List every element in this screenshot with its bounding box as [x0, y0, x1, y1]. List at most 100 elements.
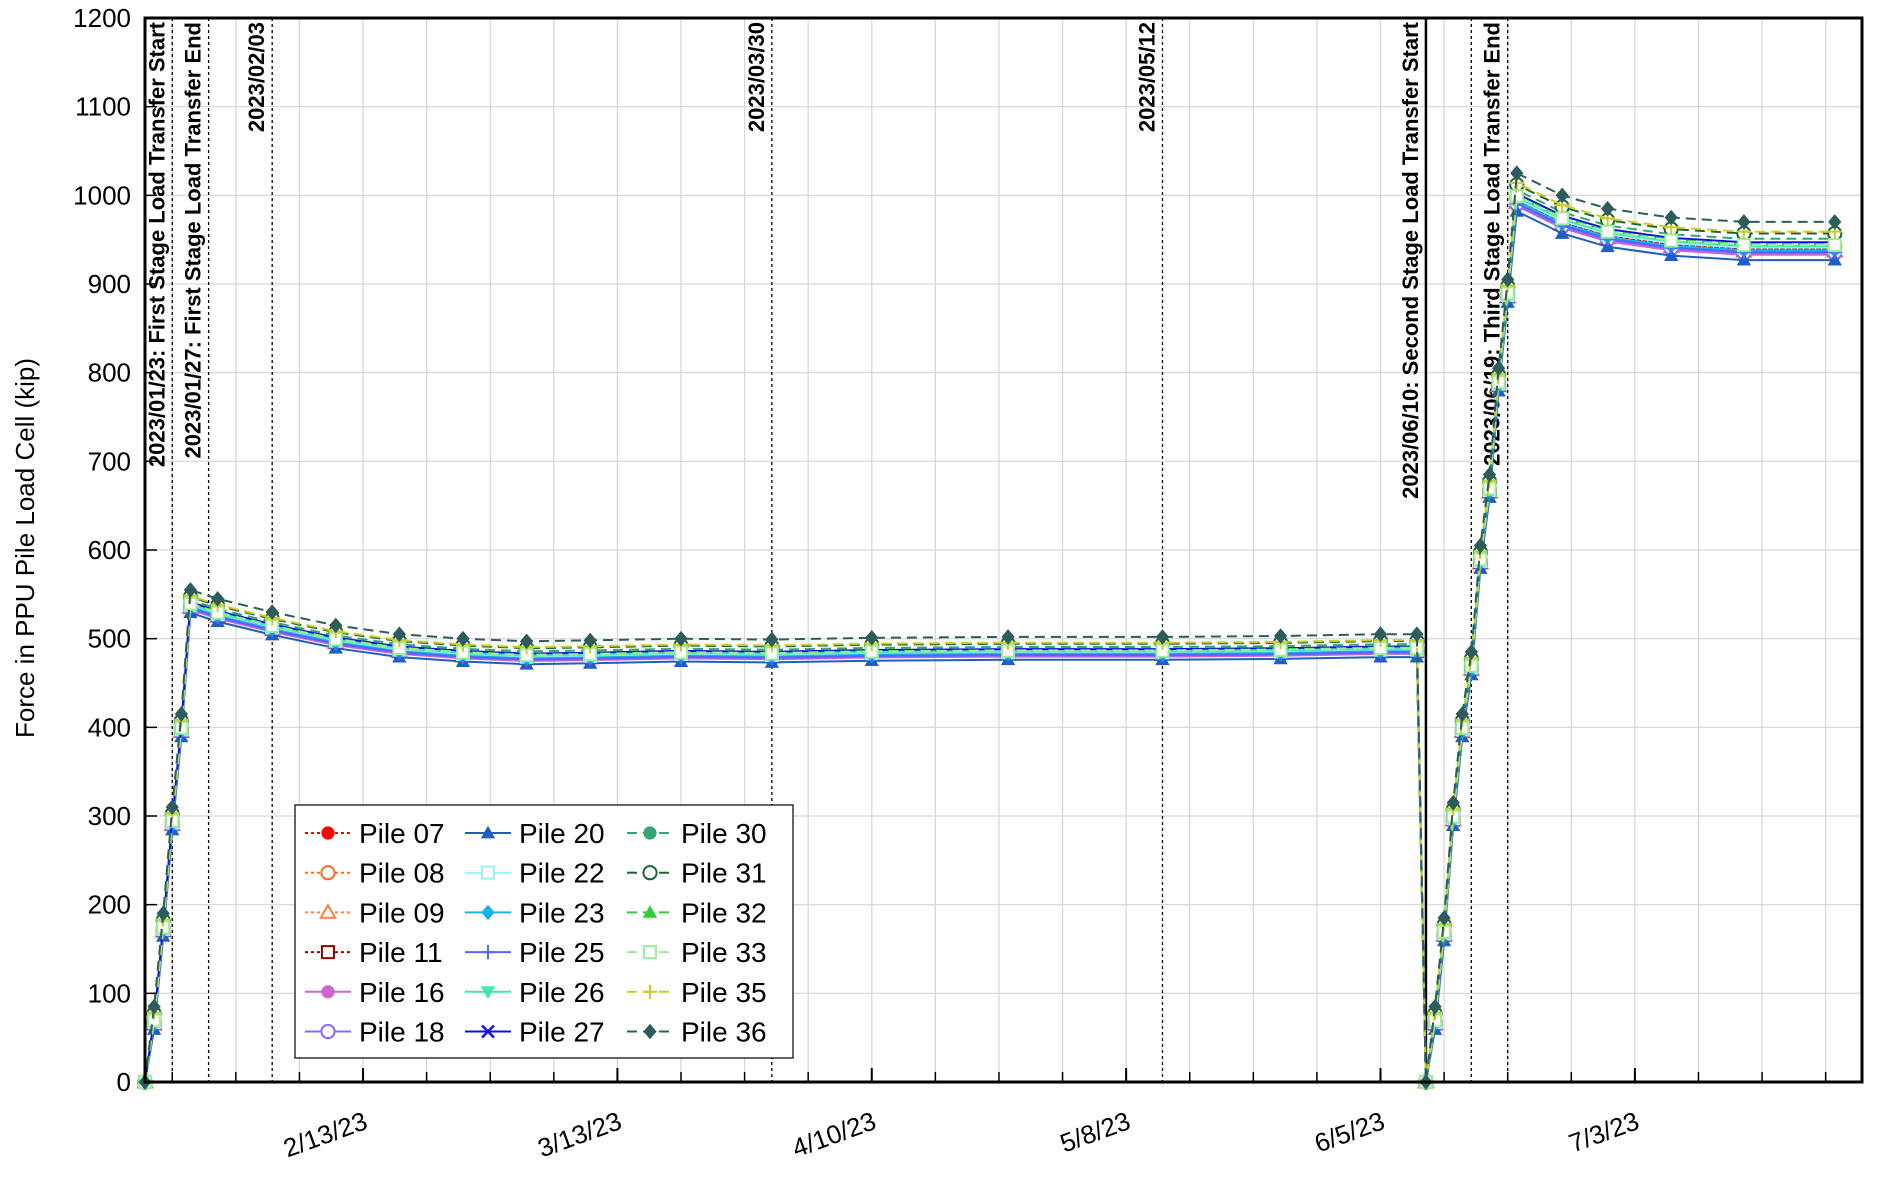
- data-point: [865, 629, 879, 646]
- legend-item: Pile 31: [627, 858, 767, 889]
- legend-label: Pile 25: [519, 937, 605, 968]
- legend-swatch-marker: [643, 1023, 657, 1040]
- legend-item: Pile 20: [465, 818, 605, 849]
- y-axis-title: Force in PPU Pile Load Cell (kip): [10, 358, 40, 738]
- legend-box: [294, 804, 794, 1059]
- legend-label: Pile 27: [519, 1017, 605, 1048]
- y-tick-label: 500: [88, 624, 131, 654]
- legend-label: Pile 18: [359, 1017, 445, 1048]
- data-point: [156, 905, 170, 922]
- event-label: 2023/03/30: [744, 22, 769, 132]
- data-point: [1737, 214, 1751, 230]
- data-point: [1482, 466, 1497, 483]
- data-point: [1736, 237, 1751, 252]
- event-label: 2023/02/03: [244, 22, 269, 132]
- legend-label: Pile 33: [681, 937, 767, 968]
- data-point: [1473, 537, 1488, 554]
- legend-item: Pile 16: [305, 977, 445, 1008]
- legend-label: Pile 31: [681, 858, 767, 889]
- y-tick-label: 1000: [73, 180, 131, 210]
- legend-item: Pile 25: [465, 937, 605, 968]
- data-point: [456, 630, 470, 647]
- data-point: [1555, 211, 1570, 226]
- legend-item: Pile 22: [465, 858, 605, 889]
- legend-swatch-marker: [321, 985, 335, 999]
- legend-item: Pile 23: [465, 897, 605, 928]
- x-tick-label: 2/13/23: [279, 1105, 371, 1163]
- legend-swatch-marker: [481, 904, 495, 921]
- legend-item: Pile 07: [305, 818, 445, 849]
- legend-label: Pile 32: [681, 897, 767, 928]
- legend-label: Pile 20: [519, 818, 605, 849]
- data-point: [1455, 706, 1469, 722]
- data-point: [147, 998, 161, 1015]
- data-point: [1664, 233, 1679, 248]
- legend-swatch-marker: [642, 905, 658, 918]
- data-point: [1001, 629, 1015, 645]
- legend-swatch-marker: [642, 984, 658, 999]
- legend-swatch-marker: [481, 1024, 495, 1039]
- data-point: [329, 617, 343, 634]
- y-axis-ticks: 0 100 200 300 400 500 600 700 800 900 1000 1100 1200: [73, 3, 157, 1097]
- data-point: [211, 590, 225, 607]
- legend-item: Pile 08: [305, 858, 445, 889]
- data-point: [1273, 628, 1288, 644]
- data-point: [765, 631, 779, 648]
- data-point: [1600, 224, 1615, 239]
- data-point: [1601, 200, 1615, 217]
- event-label: 2023/05/12: [1134, 22, 1159, 132]
- data-point: [1510, 165, 1524, 181]
- legend-item: Pile 27: [465, 1017, 605, 1048]
- legend-swatch-marker: [642, 865, 658, 881]
- x-tick-label: 3/13/23: [534, 1105, 626, 1163]
- y-tick-label: 900: [88, 269, 131, 299]
- y-tick-label: 100: [88, 978, 131, 1008]
- legend-label: Pile 16: [359, 977, 445, 1008]
- data-point: [1446, 794, 1460, 811]
- legend-label: Pile 30: [681, 818, 767, 849]
- legend-item: Pile 11: [305, 937, 443, 968]
- legend-label: Pile 36: [681, 1017, 767, 1048]
- legend-swatch-marker: [643, 945, 657, 960]
- legend-swatch-marker: [481, 865, 495, 880]
- legend-item: Pile 26: [465, 977, 605, 1008]
- y-tick-label: 1100: [75, 92, 131, 122]
- data-point: [1373, 626, 1388, 643]
- legend-item: Pile 30: [627, 818, 767, 849]
- legend-label: Pile 08: [359, 858, 445, 889]
- x-tick-label: 7/3/23: [1565, 1105, 1643, 1158]
- legend-swatch-marker: [321, 945, 335, 960]
- legend-label: Pile 23: [519, 897, 605, 928]
- data-point: [165, 799, 179, 815]
- data-point: [1664, 209, 1678, 226]
- y-tick-label: 600: [88, 535, 131, 565]
- legend-label: Pile 22: [519, 858, 605, 889]
- legend-label: Pile 11: [359, 937, 443, 968]
- x-tick-label: 5/8/23: [1056, 1105, 1134, 1158]
- legend-label: Pile 35: [681, 977, 767, 1008]
- data-point: [1555, 187, 1569, 204]
- y-tick-label: 0: [117, 1067, 131, 1097]
- series-pile-36: [138, 165, 1842, 1090]
- event-label: 2023/01/23: First Stage Load Transfer St…: [144, 21, 169, 467]
- legend-swatch-marker: [321, 826, 335, 840]
- data-point: [1464, 644, 1478, 660]
- data-point: [392, 626, 406, 643]
- event-label: 2023/01/27: First Stage Load Transfer En…: [181, 22, 206, 459]
- legend-item: Pile 32: [627, 897, 767, 928]
- legend: Pile 07 Pile 08 Pile 09 Pile 11 Pile 16 Pile …: [294, 804, 794, 1059]
- data-point: [1492, 360, 1506, 377]
- data-point: [1437, 910, 1451, 926]
- legend-item: Pile 35: [627, 977, 767, 1008]
- data-point: [1501, 271, 1515, 288]
- legend-item: Pile 18: [305, 1017, 445, 1048]
- data-series: [136, 165, 1844, 1090]
- legend-item: Pile 36: [627, 1017, 767, 1048]
- y-tick-label: 1200: [73, 3, 131, 33]
- x-tick-label: 4/10/23: [788, 1105, 880, 1163]
- data-point: [174, 706, 188, 722]
- legend-swatch-marker: [480, 944, 496, 960]
- legend-item: Pile 33: [627, 937, 767, 968]
- data-point: [1410, 626, 1424, 643]
- legend-swatch-marker: [480, 825, 496, 839]
